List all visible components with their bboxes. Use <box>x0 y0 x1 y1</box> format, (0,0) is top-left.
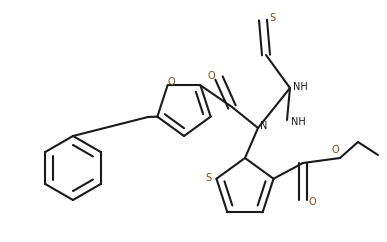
Text: NH: NH <box>291 117 305 127</box>
Text: O: O <box>168 77 175 87</box>
Text: O: O <box>331 145 339 155</box>
Text: NH: NH <box>293 82 307 92</box>
Text: S: S <box>205 173 212 183</box>
Text: O: O <box>308 197 316 207</box>
Text: N: N <box>260 121 268 131</box>
Text: S: S <box>269 13 275 23</box>
Text: O: O <box>207 71 215 81</box>
